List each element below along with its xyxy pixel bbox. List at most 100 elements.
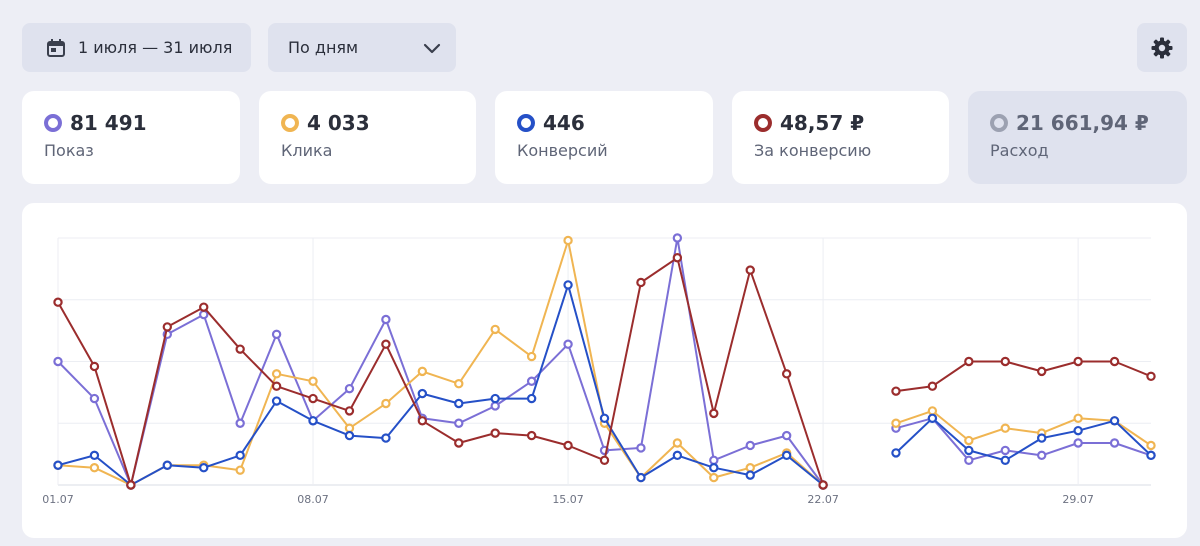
data-point-impressions xyxy=(1000,445,1010,456)
chevron-down-icon xyxy=(423,43,441,53)
data-point-cost_per_conversion xyxy=(964,356,974,367)
series-line-cost_per_conversion xyxy=(57,256,825,486)
date-range-button[interactable]: 1 июля — 31 июля xyxy=(22,23,251,72)
data-point-clicks xyxy=(454,379,464,389)
metric-label: Конверсий xyxy=(517,141,608,160)
data-point-clicks xyxy=(1000,423,1010,433)
x-tick-label: 08.07 xyxy=(297,493,329,506)
data-point-conversions xyxy=(599,413,610,424)
metric-value: 4 033 xyxy=(307,111,370,135)
data-point-cost_per_conversion xyxy=(417,416,428,426)
data-point-clicks xyxy=(526,351,537,362)
metric-value: 48,57 ₽ xyxy=(780,111,865,135)
data-point-clicks xyxy=(89,463,100,473)
data-point-clicks xyxy=(271,369,282,379)
settings-button[interactable] xyxy=(1137,23,1187,72)
grouping-select[interactable]: По дням xyxy=(268,23,456,72)
data-point-cost_per_conversion xyxy=(526,430,537,441)
data-point-cost_per_conversion xyxy=(126,480,136,490)
data-point-conversions xyxy=(1000,455,1010,465)
data-point-cost_per_conversion xyxy=(672,253,683,263)
data-point-conversions xyxy=(454,398,464,409)
gear-icon xyxy=(1151,37,1173,58)
metric-card-cost-per-conversion[interactable]: 48,57 ₽ За конверсию xyxy=(732,91,949,184)
data-point-conversions xyxy=(417,388,428,399)
data-point-cost_per_conversion xyxy=(381,339,391,349)
data-point-cost_per_conversion xyxy=(1109,356,1120,367)
data-point-cost_per_conversion xyxy=(344,406,355,416)
series-line-cost_per_conversion xyxy=(895,360,1152,393)
data-point-clicks xyxy=(891,418,901,428)
grouping-label: По дням xyxy=(288,38,359,57)
data-point-conversions xyxy=(490,393,500,404)
data-point-cost_per_conversion xyxy=(271,381,282,391)
data-point-conversions xyxy=(563,280,573,290)
data-point-clicks xyxy=(927,406,938,416)
data-point-conversions xyxy=(964,445,974,456)
data-point-clicks xyxy=(490,324,500,335)
data-point-conversions xyxy=(199,463,209,473)
line-chart: 01.07 08.07 15.07 22.07 29.07 xyxy=(42,233,1156,506)
metric-value: 21 661,94 ₽ xyxy=(1016,111,1149,135)
series-line-clicks xyxy=(57,239,824,486)
series-line-conversions xyxy=(57,283,824,486)
data-point-impressions xyxy=(672,233,683,243)
metric-value: 81 491 xyxy=(70,111,147,135)
data-point-clicks xyxy=(417,366,428,377)
data-point-conversions xyxy=(53,460,63,470)
data-point-conversions xyxy=(927,413,938,424)
chart-panel: 01.07 08.07 15.07 22.07 29.07 xyxy=(22,203,1187,538)
impressions-indicator xyxy=(44,114,62,132)
data-point-impressions xyxy=(53,356,63,367)
data-point-cost_per_conversion xyxy=(89,361,100,372)
data-point-conversions xyxy=(271,396,282,406)
metric-card-clicks[interactable]: 4 033 Клика xyxy=(259,91,476,184)
data-point-impressions xyxy=(1073,438,1083,448)
clicks-indicator xyxy=(281,114,299,132)
data-point-clicks xyxy=(344,423,355,433)
data-point-cost_per_conversion xyxy=(490,428,500,438)
data-point-impressions xyxy=(745,440,755,451)
data-point-clicks xyxy=(235,465,245,475)
cost-per-conversion-indicator xyxy=(754,114,772,132)
series-line-impressions xyxy=(57,237,824,486)
data-point-cost_per_conversion xyxy=(1037,366,1047,377)
calendar-icon xyxy=(47,38,65,57)
data-point-impressions xyxy=(454,418,464,428)
data-point-impressions xyxy=(271,329,282,340)
data-point-clicks xyxy=(1073,413,1083,424)
data-point-cost_per_conversion xyxy=(199,302,209,312)
data-point-cost_per_conversion xyxy=(563,440,573,451)
data-point-clicks xyxy=(709,472,719,483)
data-point-impressions xyxy=(709,455,719,465)
data-point-cost_per_conversion xyxy=(308,393,318,404)
data-point-conversions xyxy=(672,450,683,461)
data-point-cost_per_conversion xyxy=(454,438,464,448)
data-point-clicks xyxy=(672,438,683,448)
data-point-impressions xyxy=(89,393,100,404)
date-range-label: 1 июля — 31 июля xyxy=(78,38,233,57)
data-point-clicks xyxy=(308,376,318,386)
spend-indicator xyxy=(990,114,1008,132)
metric-card-conversions[interactable]: 446 Конверсий xyxy=(495,91,713,184)
data-point-impressions xyxy=(490,401,500,411)
data-point-cost_per_conversion xyxy=(636,277,646,288)
data-point-impressions xyxy=(1037,450,1047,461)
metric-card-spend[interactable]: 21 661,94 ₽ Расход xyxy=(968,91,1187,184)
x-tick-label: 22.07 xyxy=(807,493,839,506)
data-point-cost_per_conversion xyxy=(781,369,792,379)
data-point-cost_per_conversion xyxy=(709,408,719,419)
data-point-clicks xyxy=(563,235,573,246)
data-point-conversions xyxy=(308,416,318,426)
data-point-cost_per_conversion xyxy=(162,322,172,332)
metric-label: Клика xyxy=(281,141,333,160)
metric-card-impressions[interactable]: 81 491 Показ xyxy=(22,91,240,184)
data-point-cost_per_conversion xyxy=(53,297,63,307)
data-point-conversions xyxy=(709,463,719,473)
data-point-conversions xyxy=(526,393,537,404)
data-point-conversions xyxy=(235,450,245,461)
data-point-clicks xyxy=(964,435,974,446)
data-point-cost_per_conversion xyxy=(927,381,938,391)
data-point-impressions xyxy=(781,430,792,441)
data-point-conversions xyxy=(381,433,391,443)
